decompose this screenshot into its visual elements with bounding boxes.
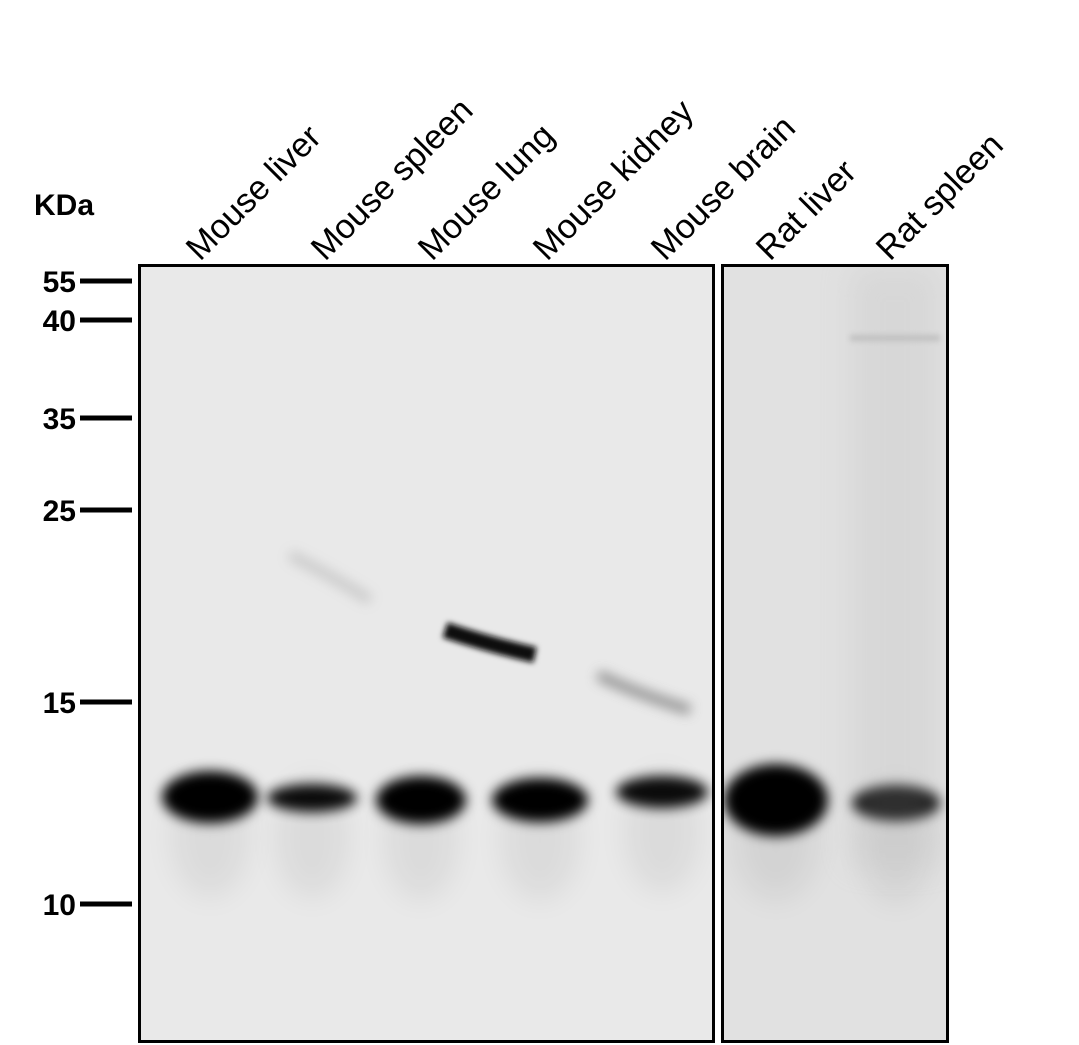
panel-border-2 — [721, 264, 949, 1043]
marker-label: 55 — [43, 266, 76, 299]
marker-label: 35 — [43, 403, 76, 436]
marker-label: 40 — [43, 305, 76, 338]
band — [376, 776, 466, 824]
band — [162, 771, 258, 823]
marker-label: 15 — [43, 687, 76, 720]
marker-tick — [80, 317, 132, 323]
band — [616, 776, 708, 808]
lane-label: Mouse liver — [179, 118, 329, 268]
band — [442, 622, 537, 663]
band — [287, 550, 373, 605]
band — [267, 784, 357, 812]
marker-label: 10 — [43, 889, 76, 922]
marker-tick — [80, 278, 132, 284]
panel-rat — [723, 266, 947, 1041]
panel-border-1 — [138, 264, 715, 1043]
marker-label: 25 — [43, 495, 76, 528]
band — [492, 778, 588, 822]
smear — [850, 266, 940, 866]
marker-tick — [80, 699, 132, 705]
unit-label: KDa — [34, 189, 94, 222]
band — [595, 670, 692, 715]
marker-tick — [80, 507, 132, 513]
panel-mouse — [140, 266, 713, 1041]
marker-tick — [80, 901, 132, 907]
lane-label: Rat spleen — [869, 126, 1011, 268]
marker-tick — [80, 415, 132, 421]
band — [724, 764, 828, 836]
marker-ladder: 55 40 35 25 15 10 — [43, 266, 132, 922]
